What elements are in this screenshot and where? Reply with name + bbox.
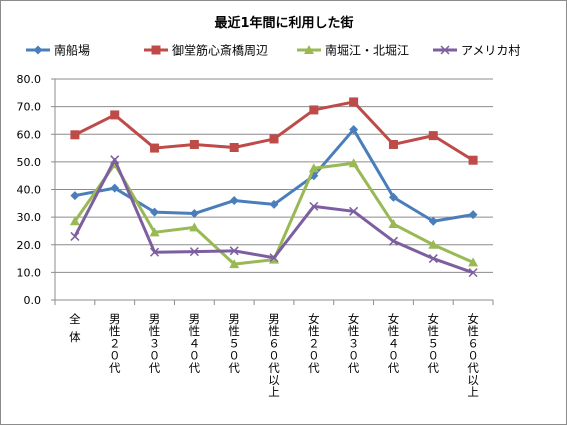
x-tick-label: 女性３０代: [348, 312, 360, 375]
data-point: [309, 105, 319, 115]
data-point: [69, 216, 80, 226]
data-point: [468, 155, 478, 165]
data-point: [388, 192, 398, 202]
data-point: [304, 45, 314, 54]
data-point: [349, 97, 359, 107]
series-line: [74, 100, 474, 162]
data-point: [189, 247, 199, 257]
legend-label: 南船場: [54, 43, 90, 58]
legend: 南船場 御堂筋心斎橋周辺 南堀江・北堀江 アメリカ村: [26, 43, 520, 58]
series-3: [69, 158, 479, 269]
y-tick-label: 0.0: [24, 294, 42, 307]
data-point: [348, 158, 359, 168]
x-tick-label: 男性５０代: [228, 312, 240, 375]
data-point: [468, 257, 479, 267]
series-line: [73, 158, 474, 275]
data-point: [151, 45, 161, 55]
data-point: [428, 131, 438, 141]
y-tick-label: 60.0: [17, 128, 42, 141]
legend-entry: アメリカ村: [433, 44, 520, 58]
y-tick-label: 70.0: [17, 101, 42, 114]
y-tick-label: 10.0: [17, 266, 42, 279]
y-axis-ticks: 0.0 10.0 20.0 30.0 40.0 50.0 60.0 70.0 80.0: [17, 73, 55, 307]
data-point: [150, 143, 160, 153]
y-tick-label: 40.0: [17, 184, 42, 197]
data-point: [33, 45, 43, 55]
x-tick-label: 男性４０代: [189, 312, 201, 375]
data-point: [388, 139, 398, 149]
legend-entry: 南船場: [26, 43, 90, 58]
x-tick-label: 男性３０代: [149, 312, 161, 375]
data-point: [150, 247, 160, 257]
data-point: [110, 155, 120, 165]
y-tick-label: 20.0: [17, 239, 42, 252]
data-point: [229, 259, 240, 269]
axes: [54, 79, 494, 305]
data-point: [388, 236, 398, 246]
data-point: [308, 163, 319, 173]
y-tick-label: 80.0: [17, 73, 42, 86]
data-point: [70, 231, 80, 241]
data-point: [428, 216, 438, 226]
data-point: [110, 110, 120, 120]
data-point: [440, 45, 450, 55]
data-point: [428, 254, 438, 264]
data-point: [428, 239, 439, 249]
data-point: [269, 253, 279, 263]
legend-entry: 南堀江・北堀江: [297, 43, 409, 58]
data-point: [349, 206, 359, 216]
data-point: [189, 139, 199, 149]
chart-title: 最近1年間に利用した街: [214, 15, 353, 31]
y-tick-label: 50.0: [17, 156, 42, 169]
data-point: [468, 210, 478, 220]
series-2: [70, 97, 478, 165]
data-point: [149, 227, 160, 237]
data-point: [229, 143, 239, 153]
data-point: [110, 183, 120, 193]
data-point: [150, 207, 160, 217]
data-point: [189, 222, 200, 232]
data-point: [229, 246, 239, 256]
x-tick-label: 男性６０代以上: [268, 312, 280, 399]
y-tick-label: 30.0: [17, 211, 42, 224]
legend-label: 御堂筋心斎橋周辺: [172, 43, 268, 58]
data-point: [70, 191, 80, 201]
legend-label: 南堀江・北堀江: [325, 43, 409, 58]
data-point: [70, 130, 80, 140]
data-point: [468, 268, 478, 278]
legend-label: アメリカ村: [461, 44, 520, 58]
legend-entry: 御堂筋心斎橋周辺: [144, 43, 268, 58]
x-tick-label: 男性２０代: [109, 312, 121, 375]
series-4: [70, 155, 478, 278]
data-point: [388, 219, 399, 229]
data-point: [349, 125, 359, 135]
x-tick-label: 女性５０代: [428, 312, 440, 375]
x-tick-label: 全体: [69, 312, 81, 344]
x-tick-label: 女性６０代以上: [467, 312, 479, 399]
data-point: [269, 199, 279, 209]
data-point: [269, 134, 279, 144]
data-point: [309, 201, 319, 211]
x-tick-label: 女性４０代: [388, 312, 400, 375]
x-tick-label: 女性２０代: [308, 312, 320, 375]
x-axis-categories: 全体 男性２０代 男性３０代 男性４０代 男性５０代 男性６０代以上 女性２０代 女性３０代 女…: [69, 312, 479, 399]
data-point: [229, 196, 239, 206]
data-point: [189, 209, 199, 219]
series-group: [69, 97, 479, 278]
